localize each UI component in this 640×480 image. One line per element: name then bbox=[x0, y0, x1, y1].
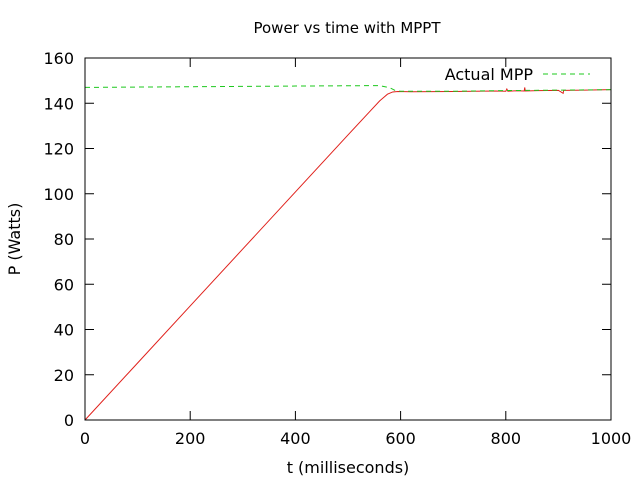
series-layer bbox=[84, 85, 612, 421]
y-tick-label: 160 bbox=[43, 49, 74, 68]
x-tick-label: 200 bbox=[175, 429, 206, 448]
y-tick-label: 80 bbox=[54, 230, 74, 249]
x-tick-label: 400 bbox=[280, 429, 311, 448]
series-line-1 bbox=[84, 85, 612, 92]
x-axis-title: t (milliseconds) bbox=[287, 458, 410, 477]
y-tick-label: 100 bbox=[43, 185, 74, 204]
y-tick-label: 120 bbox=[43, 140, 74, 159]
ticks-layer: 0 200 400 600 800 1000 0 20 40 60 80 100 120 140 160 bbox=[43, 49, 631, 448]
x-tick-label: 1000 bbox=[591, 429, 632, 448]
legend: Actual MPP bbox=[445, 65, 590, 84]
plot-frame bbox=[84, 57, 612, 421]
y-tick-label: 40 bbox=[54, 321, 74, 340]
x-tick-label: 0 bbox=[80, 429, 90, 448]
chart-title: Power vs time with MPPT bbox=[253, 19, 441, 37]
y-axis-title: P (Watts) bbox=[5, 203, 24, 276]
x-tick-label: 800 bbox=[491, 429, 522, 448]
y-tick-label: 0 bbox=[64, 411, 74, 430]
series-line-0 bbox=[84, 87, 612, 421]
y-tick-label: 140 bbox=[43, 94, 74, 113]
legend-label-actual-mpp: Actual MPP bbox=[445, 65, 534, 84]
y-tick-label: 60 bbox=[54, 275, 74, 294]
x-tick-label: 600 bbox=[385, 429, 416, 448]
y-tick-label: 20 bbox=[54, 366, 74, 385]
